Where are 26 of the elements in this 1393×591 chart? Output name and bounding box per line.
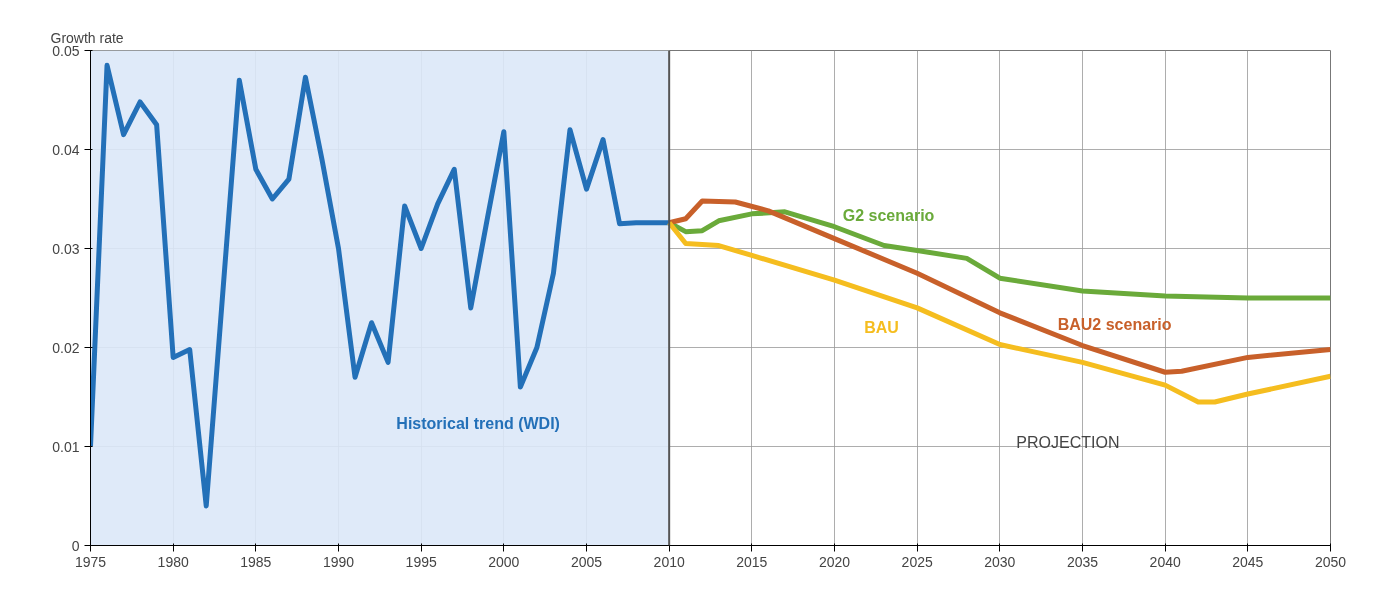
y-tick-label: 0: [71, 537, 80, 554]
x-tick-label: 2010: [653, 553, 685, 570]
x-tick-label: 1975: [74, 553, 107, 570]
text: Historical trend (WDI): [396, 414, 560, 432]
x-tick-label: 1995: [405, 553, 437, 570]
x-tick-label: 2050: [1314, 553, 1347, 570]
x-tick-label: 2000: [488, 553, 520, 570]
x-tick-label: 2040: [1149, 553, 1181, 570]
x-tick-label: 2025: [901, 553, 933, 570]
y-tick-label: 0.04: [52, 141, 80, 158]
annotation: PROJECTION: [1016, 434, 1120, 452]
x-tick-label: 1980: [157, 553, 189, 570]
y-tick-label: 0.02: [52, 339, 80, 356]
x-tick-label: 2020: [818, 553, 851, 570]
y-tick-label: 0.03: [52, 240, 80, 257]
series-label: G2 scenario: [842, 206, 935, 224]
x-tick-label: 1985: [240, 553, 272, 570]
x-tick-label: 2035: [1066, 553, 1099, 570]
y-tick-label: 0.01: [52, 438, 80, 455]
x-tick-label: 2015: [736, 553, 768, 570]
x-tick-label: 2045: [1232, 553, 1264, 570]
x-tick-label: 1990: [322, 553, 355, 570]
series-label: BAU2 scenario: [1057, 315, 1172, 333]
x-tick-label: 2005: [570, 553, 603, 570]
series-label: BAU: [864, 318, 899, 336]
x-tick-label: 2030: [984, 553, 1016, 570]
